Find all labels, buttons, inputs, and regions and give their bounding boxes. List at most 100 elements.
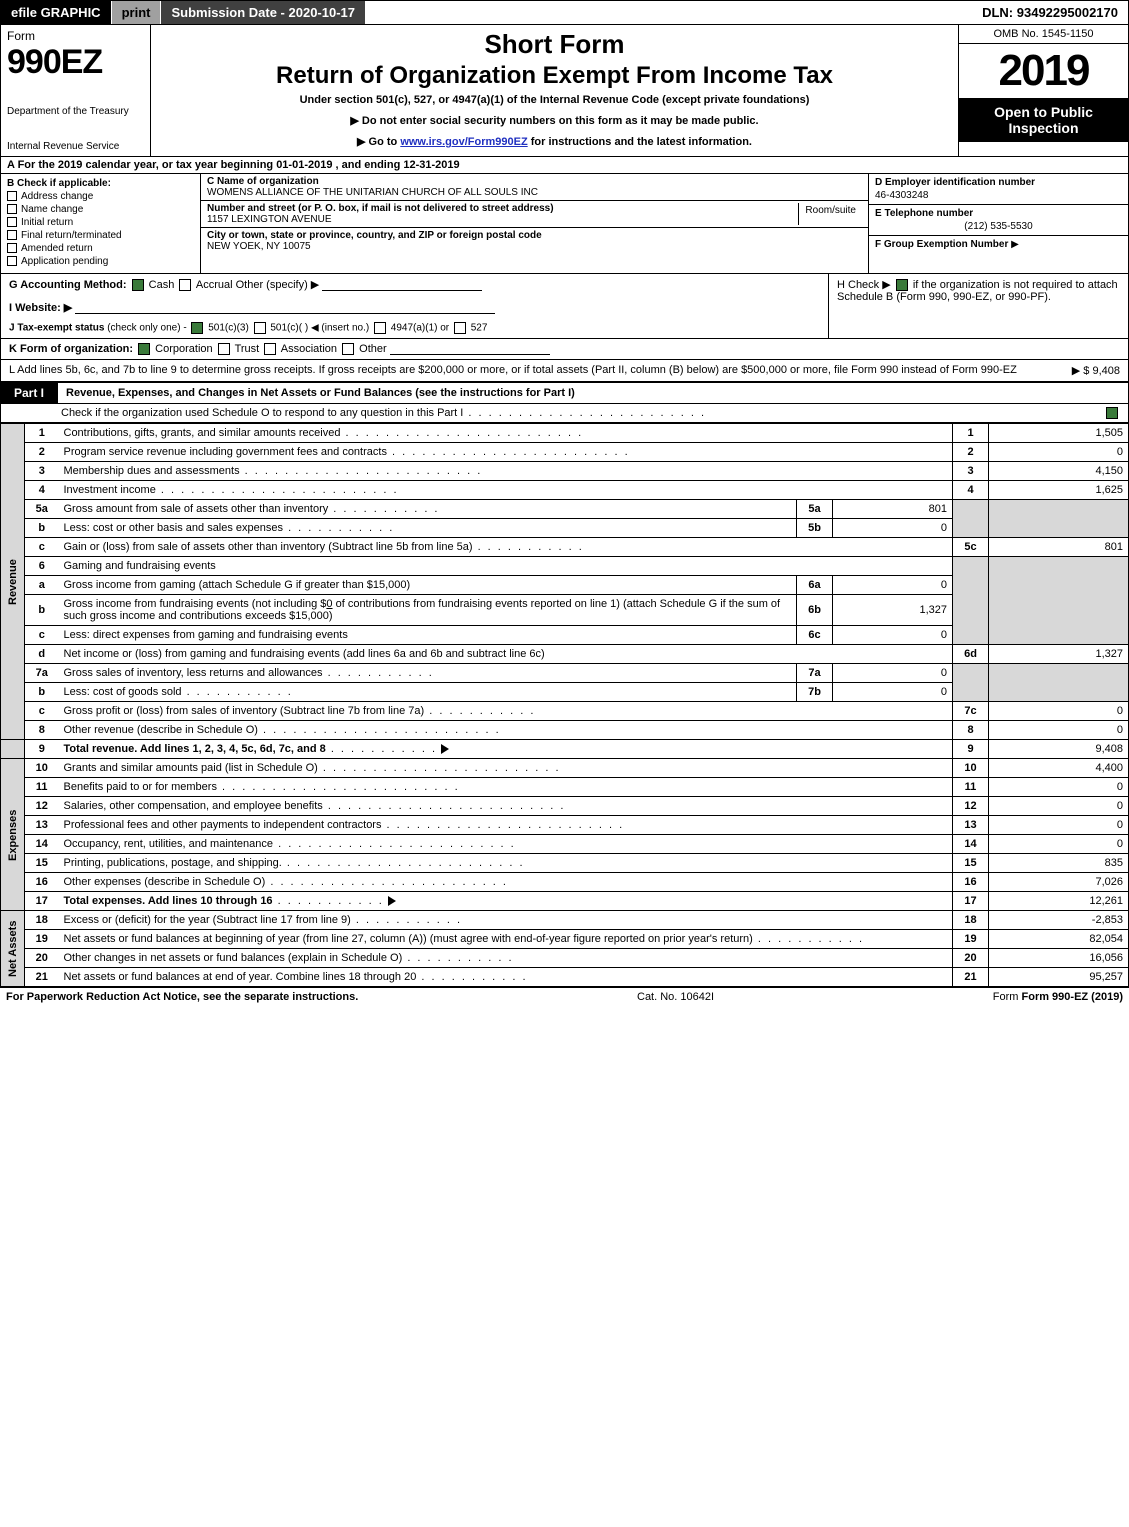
row-a-tax-year: A For the 2019 calendar year, or tax yea… bbox=[0, 157, 1129, 174]
k-label: K Form of organization: bbox=[9, 343, 133, 355]
ck-other-org[interactable] bbox=[342, 343, 354, 355]
ck-address-change[interactable]: Address change bbox=[7, 191, 194, 202]
ln-3: 3 bbox=[25, 462, 59, 481]
irs-link[interactable]: www.irs.gov/Form990EZ bbox=[400, 136, 527, 148]
ln-18: 18 bbox=[25, 911, 59, 930]
part-i-sub-text: Check if the organization used Schedule … bbox=[61, 407, 706, 419]
line-7b-sublab: 7b bbox=[797, 683, 833, 702]
ln-16: 16 bbox=[25, 873, 59, 892]
line-13-val: 0 bbox=[989, 816, 1129, 835]
ck-trust[interactable] bbox=[218, 343, 230, 355]
part-i-header: Part I Revenue, Expenses, and Changes in… bbox=[0, 382, 1129, 404]
ln-5c: c bbox=[25, 538, 59, 557]
row-l: L Add lines 5b, 6c, and 7b to line 9 to … bbox=[0, 360, 1129, 382]
ck-4947[interactable] bbox=[374, 322, 386, 334]
line-7b-subval: 0 bbox=[833, 683, 953, 702]
print-button[interactable]: print bbox=[112, 1, 162, 24]
line-6b-subval: 1,327 bbox=[833, 595, 953, 626]
footer-right: Form Form 990-EZ (2019) bbox=[993, 991, 1123, 1003]
ck-association[interactable] bbox=[264, 343, 276, 355]
i-label: I Website: ▶ bbox=[9, 302, 72, 314]
ck-501c[interactable] bbox=[254, 322, 266, 334]
b-label: B Check if applicable: bbox=[7, 178, 194, 189]
j-label: J Tax-exempt status bbox=[9, 323, 104, 334]
shade-7v bbox=[989, 664, 1129, 702]
agency: Internal Revenue Service bbox=[7, 141, 144, 152]
ln-6: 6 bbox=[25, 557, 59, 576]
submission-date-value: 2020-10-17 bbox=[289, 5, 356, 20]
k-other-input[interactable] bbox=[390, 343, 550, 355]
line-14-desc: Occupancy, rent, utilities, and maintena… bbox=[59, 835, 953, 854]
ck-name-change[interactable]: Name change bbox=[7, 204, 194, 215]
ln-19: 19 bbox=[25, 930, 59, 949]
shade-7 bbox=[953, 664, 989, 702]
line-5b-subval: 0 bbox=[833, 519, 953, 538]
ln-5b: b bbox=[25, 519, 59, 538]
d-ein-label: D Employer identification number bbox=[875, 177, 1035, 188]
website-input[interactable] bbox=[75, 302, 495, 314]
line-1-desc: Contributions, gifts, grants, and simila… bbox=[59, 424, 953, 443]
ln-2: 2 bbox=[25, 443, 59, 462]
line-18-val: -2,853 bbox=[989, 911, 1129, 930]
ln-7a: 7a bbox=[25, 664, 59, 683]
line-6a-subval: 0 bbox=[833, 576, 953, 595]
part-i-title: Revenue, Expenses, and Changes in Net As… bbox=[58, 382, 1129, 404]
ck-application-pending[interactable]: Application pending bbox=[7, 256, 194, 267]
ln-6d: d bbox=[25, 645, 59, 664]
ck-amended-return[interactable]: Amended return bbox=[7, 243, 194, 254]
c-city-label: City or town, state or province, country… bbox=[207, 230, 862, 241]
line-11-lab: 11 bbox=[953, 778, 989, 797]
line-20-lab: 20 bbox=[953, 949, 989, 968]
f-group-label: F Group Exemption Number bbox=[875, 239, 1008, 250]
ck-schedule-o-used[interactable] bbox=[1106, 407, 1118, 419]
ck-accrual[interactable] bbox=[179, 279, 191, 291]
c-name-label: C Name of organization bbox=[207, 176, 862, 187]
sidelabel-expenses: Expenses bbox=[1, 759, 25, 911]
ck-501c3[interactable] bbox=[191, 322, 203, 334]
l-text: L Add lines 5b, 6c, and 7b to line 9 to … bbox=[9, 364, 1064, 377]
ck-cash[interactable] bbox=[132, 279, 144, 291]
row-g-h: G Accounting Method: Cash Accrual Other … bbox=[0, 274, 1129, 339]
note2-post: for instructions and the latest informat… bbox=[528, 136, 752, 148]
line-16-lab: 16 bbox=[953, 873, 989, 892]
line-11-desc: Benefits paid to or for members bbox=[59, 778, 953, 797]
j-note: (check only one) - bbox=[107, 323, 186, 334]
h-pre: H Check ▶ bbox=[837, 279, 891, 291]
open-to-public: Open to Public Inspection bbox=[959, 98, 1128, 142]
sidelabel-netassets: Net Assets bbox=[1, 911, 25, 987]
line-19-lab: 19 bbox=[953, 930, 989, 949]
block-b-checkboxes: B Check if applicable: Address change Na… bbox=[1, 174, 201, 273]
j-o2n: ◀ (insert no.) bbox=[311, 323, 369, 334]
line-10-desc: Grants and similar amounts paid (list in… bbox=[59, 759, 953, 778]
ck-527[interactable] bbox=[454, 322, 466, 334]
form-number: 990EZ bbox=[7, 43, 144, 82]
ck-schedule-b-not-required[interactable] bbox=[896, 279, 908, 291]
line-7a-subval: 0 bbox=[833, 664, 953, 683]
j-o4: 527 bbox=[471, 323, 488, 334]
department: Department of the Treasury bbox=[7, 106, 144, 117]
l-amount: ▶ $ 9,408 bbox=[1072, 364, 1120, 377]
ck-initial-return[interactable]: Initial return bbox=[7, 217, 194, 228]
g-cash: Cash bbox=[149, 279, 175, 291]
omb-number: OMB No. 1545-1150 bbox=[959, 25, 1128, 44]
line-21-val: 95,257 bbox=[989, 968, 1129, 987]
submission-date: Submission Date - 2020-10-17 bbox=[161, 1, 365, 24]
ln-5a: 5a bbox=[25, 500, 59, 519]
g-label: G Accounting Method: bbox=[9, 279, 127, 291]
ck-corporation[interactable] bbox=[138, 343, 150, 355]
line-15-desc: Printing, publications, postage, and shi… bbox=[59, 854, 953, 873]
form-word: Form bbox=[7, 29, 144, 43]
line-6d-val: 1,327 bbox=[989, 645, 1129, 664]
ln-7c: c bbox=[25, 702, 59, 721]
line-20-desc: Other changes in net assets or fund bala… bbox=[59, 949, 953, 968]
part-i-no: Part I bbox=[0, 382, 58, 404]
line-9-lab: 9 bbox=[953, 740, 989, 759]
d-ein-value: 46-4303248 bbox=[875, 190, 1122, 201]
g-other-input[interactable] bbox=[322, 279, 482, 291]
j-o2: 501(c)( ) bbox=[270, 323, 308, 334]
ck-final-return[interactable]: Final return/terminated bbox=[7, 230, 194, 241]
line-2-desc: Program service revenue including govern… bbox=[59, 443, 953, 462]
line-7a-sublab: 7a bbox=[797, 664, 833, 683]
org-city: NEW YOEK, NY 10075 bbox=[207, 241, 862, 252]
line-4-val: 1,625 bbox=[989, 481, 1129, 500]
